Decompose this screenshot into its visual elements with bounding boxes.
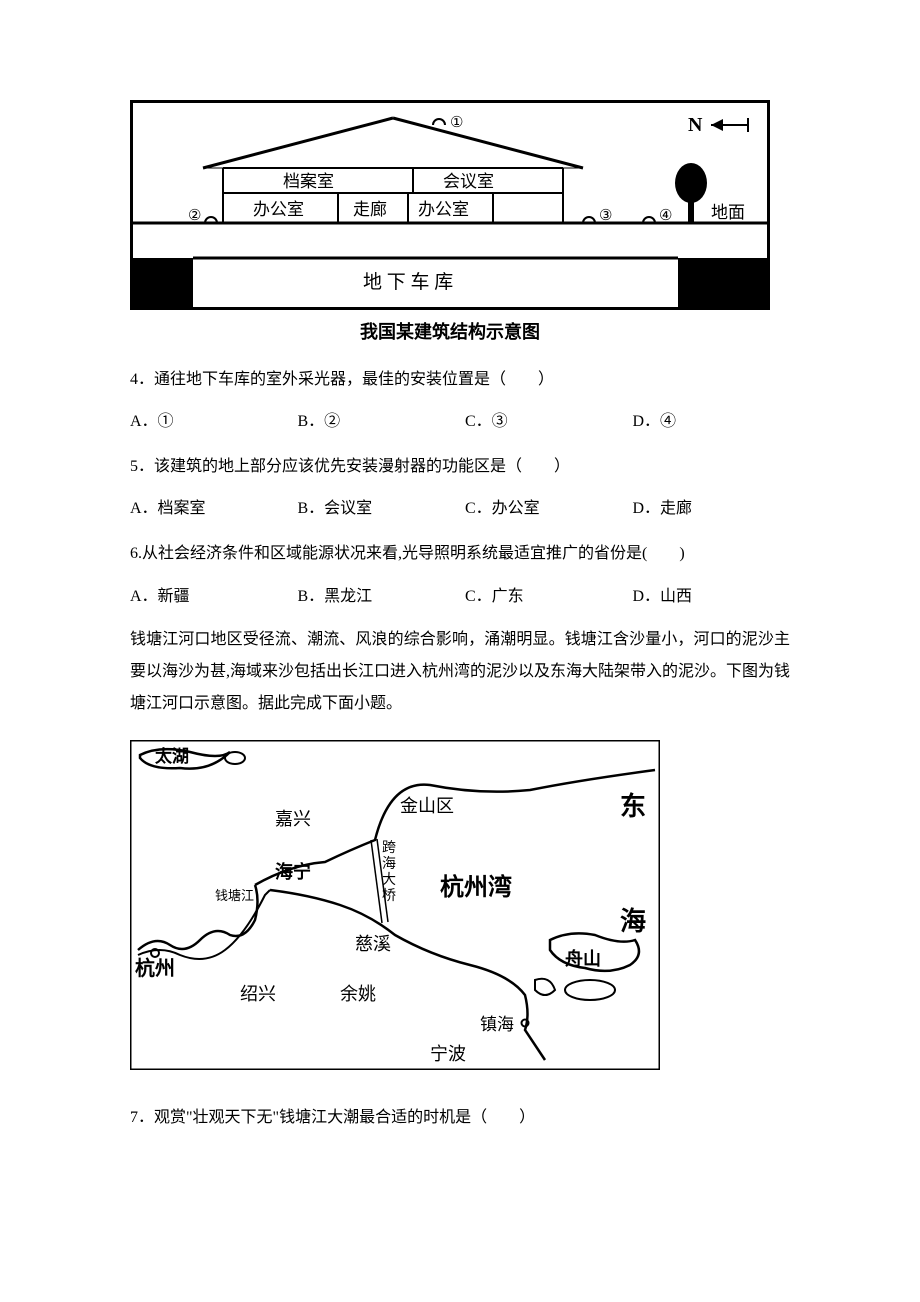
passage-text: 钱塘江河口地区受径流、潮流、风浪的综合影响，涌潮明显。钱塘江含沙量小，河口的泥沙… xyxy=(130,624,790,720)
q6-option-b: B．黑龙江 xyxy=(298,582,456,606)
label-cixi: 慈溪 xyxy=(355,934,391,954)
label-haining: 海宁 xyxy=(275,861,311,882)
label-jinshan: 金山区 xyxy=(400,796,454,816)
q6-option-d: D．山西 xyxy=(633,582,791,606)
label-bridge-2: 海 xyxy=(382,856,396,872)
label-zhoushan: 舟山 xyxy=(565,948,601,969)
room-corridor: 走廊 xyxy=(353,200,387,219)
marker-2: ② xyxy=(188,208,201,224)
q6-option-a: A．新疆 xyxy=(130,582,288,606)
marker-3: ③ xyxy=(599,208,612,224)
q6-text: 6.从社会经济条件和区域能源状况来看,光导照明系统最适宜推广的省份是( ) xyxy=(130,536,790,571)
map-svg: 太湖 嘉兴 金山区 海宁 钱塘江 跨 海 大 桥 杭州湾 东 海 杭州 慈溪 绍… xyxy=(130,740,660,1070)
marker-1: ① xyxy=(450,115,463,131)
q6-options: A．新疆 B．黑龙江 C．广东 D．山西 xyxy=(130,582,790,606)
q5-option-a: A．档案室 xyxy=(130,494,288,518)
map-container: 太湖 嘉兴 金山区 海宁 钱塘江 跨 海 大 桥 杭州湾 东 海 杭州 慈溪 绍… xyxy=(130,740,660,1075)
q5-option-b: B．会议室 xyxy=(298,494,456,518)
q4-text: 4．通往地下车库的室外采光器，最佳的安装位置是（ ） xyxy=(130,362,790,397)
label-bridge-4: 桥 xyxy=(382,888,396,904)
marker-4: ④ xyxy=(659,208,672,224)
diagram1-caption: 我国某建筑结构示意图 xyxy=(130,318,770,344)
building-svg: ① ② ③ ④ 档案室 会议室 办公室 走廊 办公室 地 下 车 库 地面 N xyxy=(133,103,767,307)
label-shaoxing: 绍兴 xyxy=(240,984,276,1004)
q4-option-a: A．① xyxy=(130,407,288,431)
q5-option-c: C．办公室 xyxy=(465,494,623,518)
label-jiaxing: 嘉兴 xyxy=(275,809,311,829)
label-ningbo: 宁波 xyxy=(430,1044,466,1064)
label-hangzhouwan: 杭州湾 xyxy=(440,873,512,901)
ground-label: 地面 xyxy=(711,203,745,222)
north-label: N xyxy=(688,114,703,136)
label-dong: 东 xyxy=(620,791,646,821)
label-hai: 海 xyxy=(620,907,646,936)
label-taihu: 太湖 xyxy=(155,746,189,766)
label-bridge-1: 跨 xyxy=(382,840,396,856)
q4-option-d: D．④ xyxy=(633,407,791,431)
label-zhenhai: 镇海 xyxy=(480,1015,514,1034)
room-meeting: 会议室 xyxy=(443,172,494,191)
q5-option-d: D．走廊 xyxy=(633,494,791,518)
room-archive: 档案室 xyxy=(283,172,334,191)
room-basement: 地 下 车 库 xyxy=(363,271,453,293)
q5-options: A．档案室 B．会议室 C．办公室 D．走廊 xyxy=(130,494,790,518)
q7-text: 7．观赏"壮观天下无"钱塘江大潮最合适的时机是（ ） xyxy=(130,1100,790,1135)
q4-option-c: C．③ xyxy=(465,407,623,431)
building-diagram-container: ① ② ③ ④ 档案室 会议室 办公室 走廊 办公室 地 下 车 库 地面 N xyxy=(130,100,770,344)
label-bridge-3: 大 xyxy=(382,872,396,888)
room-office-left: 办公室 xyxy=(253,200,304,219)
q5-text: 5．该建筑的地上部分应该优先安装漫射器的功能区是（ ） xyxy=(130,449,790,484)
q4-options: A．① B．② C．③ D．④ xyxy=(130,407,790,431)
building-diagram: ① ② ③ ④ 档案室 会议室 办公室 走廊 办公室 地 下 车 库 地面 N xyxy=(130,100,770,310)
label-hangzhou: 杭州 xyxy=(135,956,175,980)
label-qiantang: 钱塘江 xyxy=(215,888,254,903)
label-yuyao: 余姚 xyxy=(340,984,376,1004)
q6-option-c: C．广东 xyxy=(465,582,623,606)
q4-option-b: B．② xyxy=(298,407,456,431)
room-office-right: 办公室 xyxy=(418,200,469,219)
